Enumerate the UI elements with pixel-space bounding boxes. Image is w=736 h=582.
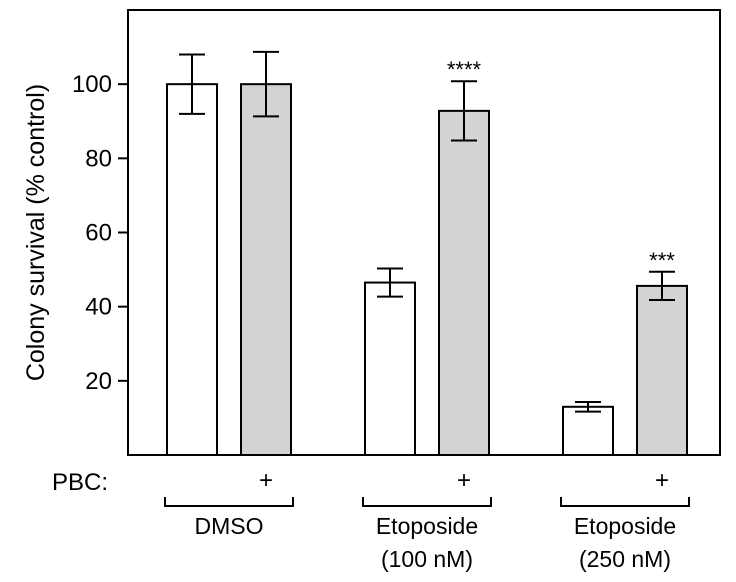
y-axis: 20 40 60 80 100 Colony survival (% control)	[22, 71, 128, 395]
y-tick-label: 60	[85, 220, 112, 247]
y-tick-label: 40	[85, 294, 112, 321]
group-label: Etoposide	[574, 513, 676, 539]
group-label: Etoposide	[376, 513, 478, 539]
bar	[438, 109, 490, 456]
group-bracket	[362, 497, 492, 507]
bars	[166, 83, 688, 457]
pbc-row-label: PBC:	[52, 469, 108, 496]
group-label: DMSO	[195, 513, 264, 539]
group-bracket	[164, 497, 294, 507]
bar	[240, 83, 292, 457]
pbc-plus-marker: +	[259, 467, 273, 494]
error-bars	[179, 50, 675, 413]
group-bracket	[560, 497, 690, 507]
bar	[364, 281, 416, 456]
group-sublabel: (250 nM)	[579, 546, 671, 572]
group-sublabel: (100 nM)	[381, 546, 473, 572]
bar	[562, 405, 614, 456]
significance-marker: ****	[447, 57, 482, 82]
y-axis-title: Colony survival (% control)	[22, 84, 50, 381]
pbc-plus-marker: +	[457, 467, 471, 494]
y-tick-label: 20	[85, 368, 112, 395]
bar	[166, 83, 218, 457]
condition-labels: PBC: + DMSO + Etoposide (100 nM) + Etoposide (25…	[52, 467, 690, 572]
significance-marker: ***	[649, 248, 675, 273]
pbc-plus-marker: +	[655, 467, 669, 494]
significance-markers: *******	[447, 57, 675, 273]
y-tick-label: 100	[72, 71, 112, 98]
bar	[636, 284, 688, 456]
y-tick-label: 80	[85, 145, 112, 172]
